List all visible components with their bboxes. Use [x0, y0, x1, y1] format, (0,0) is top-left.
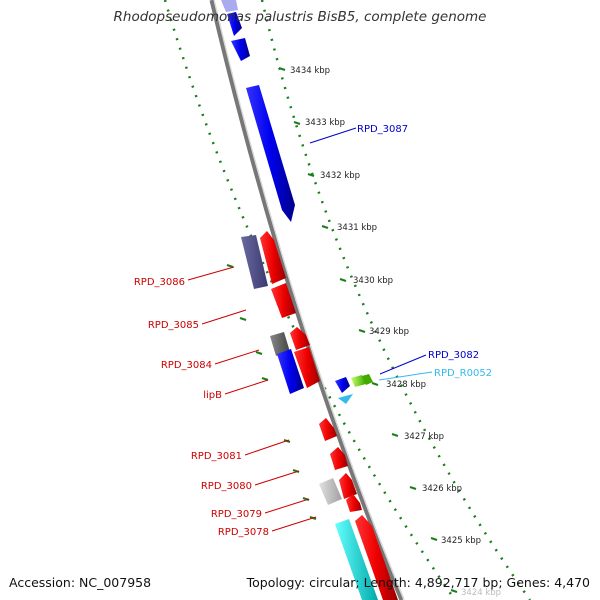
- tick-3427: 3427 kbp: [404, 432, 444, 442]
- label-rpd-3079[interactable]: RPD_3079: [211, 509, 262, 520]
- label-rpd-3078[interactable]: RPD_3078: [218, 527, 269, 538]
- tick-3433: 3433 kbp: [305, 118, 345, 128]
- gene-rpd-3087[interactable]: [246, 85, 295, 222]
- gene-features: [221, 0, 398, 600]
- gene-rpd-3084[interactable]: [290, 327, 310, 350]
- gene-rpd-3085[interactable]: [271, 283, 296, 318]
- label-rpd-3081[interactable]: RPD_3081: [191, 451, 242, 462]
- page-title: Rhodopseudomonas palustris BisB5, comple…: [113, 9, 487, 25]
- gene-rpd-3079-gray[interactable]: [319, 478, 342, 505]
- label-lipb[interactable]: lipB: [203, 390, 222, 401]
- gene-rpd-3084-gray[interactable]: [270, 332, 290, 356]
- tick-3430: 3430 kbp: [353, 276, 393, 286]
- tick-3426: 3426 kbp: [422, 484, 462, 494]
- label-leader-lines: [187, 127, 433, 532]
- gene-faint-top: [221, 0, 238, 12]
- gene-lipb-red[interactable]: [294, 347, 320, 388]
- gene-rpd-3079[interactable]: [339, 473, 357, 499]
- tick-3429: 3429 kbp: [369, 327, 409, 337]
- label-rpd-r0052[interactable]: RPD_R0052: [434, 368, 492, 379]
- tick-3428: 3428 kbp: [386, 380, 426, 390]
- label-rpd-3080[interactable]: RPD_3080: [201, 481, 252, 492]
- tick-3425: 3425 kbp: [441, 536, 481, 546]
- label-rpd-3084[interactable]: RPD_3084: [161, 360, 212, 371]
- scale-tick-labels: 3434 kbp 3433 kbp 3432 kbp 3431 kbp 3430…: [290, 66, 501, 598]
- gene-rpd-3086-red[interactable]: [260, 231, 286, 284]
- scale-tick-marks: [226, 67, 458, 593]
- gene-labels: RPD_3087 RPD_3086 RPD_3085 RPD_3084 lipB…: [134, 124, 492, 538]
- genome-summary-text: Topology: circular; Length: 4,892,717 bp…: [246, 575, 590, 590]
- gene-rpd-3082[interactable]: [335, 377, 350, 393]
- gene-blue-small: [231, 38, 250, 61]
- tick-3424: 3424 kbp: [461, 588, 501, 598]
- tick-3434: 3434 kbp: [290, 66, 330, 76]
- gene-cyan[interactable]: [335, 519, 378, 600]
- gene-rpd-3086[interactable]: [241, 235, 268, 289]
- genome-backbone-highlight: [213, 0, 405, 600]
- gene-lipb[interactable]: [277, 349, 304, 394]
- label-rpd-3087[interactable]: RPD_3087: [357, 124, 408, 135]
- gene-blue-top: [227, 12, 242, 36]
- outer-dotted-track-left: [163, 0, 457, 600]
- gene-rpd-3078[interactable]: [346, 494, 362, 512]
- label-rpd-3082[interactable]: RPD_3082: [428, 350, 479, 361]
- tick-3432: 3432 kbp: [320, 171, 360, 181]
- label-rpd-3086[interactable]: RPD_3086: [134, 277, 185, 288]
- label-rpd-3085[interactable]: RPD_3085: [148, 320, 199, 331]
- accession-text: Accession: NC_007958: [9, 575, 152, 590]
- gene-red-bottom[interactable]: [355, 515, 398, 600]
- gene-rpd-3080[interactable]: [330, 447, 348, 470]
- genome-backbone: [209, 0, 405, 600]
- rna-small-marker: [338, 394, 353, 404]
- gene-rpd-r0052-inner[interactable]: [362, 374, 373, 385]
- gene-rpd-3081[interactable]: [319, 418, 337, 441]
- gene-rpd-r0052[interactable]: [351, 375, 366, 387]
- tick-3431: 3431 kbp: [337, 223, 377, 233]
